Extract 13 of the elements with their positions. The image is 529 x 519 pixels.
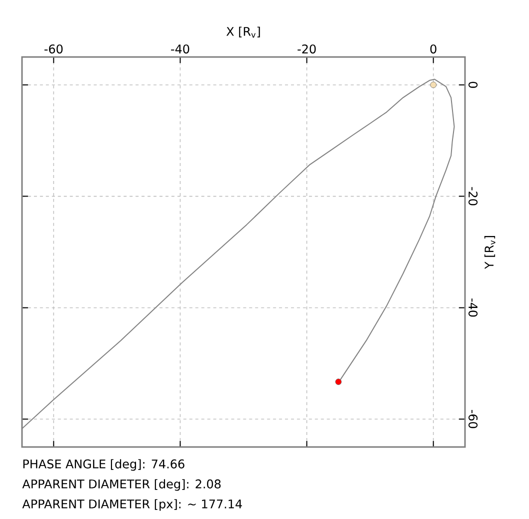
y-tick-label: -40 [468,298,478,317]
x-axis-title: X [R$_{v}$] [226,26,260,38]
y-tick-label: -20 [468,187,478,206]
x-tick-label: -40 [171,44,190,54]
x-tick-label: -20 [298,44,316,54]
x-tick-label: 0 [430,44,436,54]
text: PHASE ANGLE [deg]: 74.66 [23,459,184,471]
y-tick-label: -60 [468,410,478,428]
text: APPARENT DIAMETER [px]: ~ 177.14 [22,499,242,511]
y-tick-label: 0 [468,82,478,88]
text: APPARENT DIAMETER [deg]: 2.08 [22,479,221,491]
y-axis-title: Y [R$_{v}$] [484,236,496,269]
x-tick-label: -60 [44,44,63,54]
